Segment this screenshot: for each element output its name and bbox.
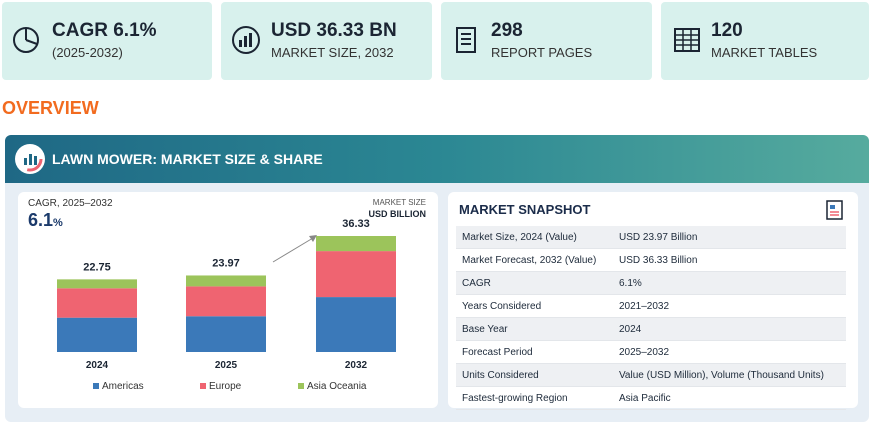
snapshot-value: Value (USD Million), Volume (Thousand Un… (619, 370, 824, 381)
snapshot-row: Years Considered 2021–2032 (456, 295, 846, 318)
legend-swatch (200, 383, 206, 389)
snapshot-table: Market Size, 2024 (Value) USD 23.97 Billi… (456, 226, 846, 410)
snapshot-row: CAGR 6.1% (456, 272, 846, 295)
legend-label: Americas (102, 381, 144, 392)
stat-label: (2025-2032) (52, 45, 123, 60)
chart-icon (232, 26, 260, 54)
x-tick-label: 2024 (86, 360, 109, 371)
cagr-number: 6.1 (28, 210, 53, 230)
stat-label: REPORT PAGES (491, 45, 593, 60)
bar-segment (186, 316, 266, 352)
snapshot-value: USD 23.97 Billion (619, 232, 698, 243)
stat-value: 120 (711, 20, 743, 41)
cagr-label: CAGR, 2025–2032 (28, 198, 113, 209)
section-title: OVERVIEW (2, 98, 99, 118)
snapshot-row: Base Year 2024 (456, 318, 846, 341)
unit-value: USD BILLION (369, 209, 427, 219)
cagr-value: 6.1% (28, 210, 63, 230)
snapshot-value: 2021–2032 (619, 301, 670, 312)
snapshot-key: Years Considered (462, 301, 542, 312)
panel: LAWN MOWER: MARKET SIZE & SHARE CAGR, 20… (5, 135, 869, 422)
bar-segment (186, 286, 266, 317)
stat-label: MARKET TABLES (711, 45, 818, 60)
panel-title: LAWN MOWER: MARKET SIZE & SHARE (52, 151, 323, 167)
panel-icon (15, 144, 45, 174)
cagr-unit: % (53, 217, 63, 229)
snapshot-key: Fastest-growing Region (462, 393, 568, 404)
panel-header: LAWN MOWER: MARKET SIZE & SHARE (5, 135, 869, 183)
table-icon (674, 28, 700, 52)
bar-segment (57, 279, 137, 289)
legend-label: Asia Oceania (307, 381, 367, 392)
snapshot-value: USD 36.33 Billion (619, 255, 698, 266)
snapshot-row: Market Size, 2024 (Value) USD 23.97 Billi… (456, 226, 846, 249)
total-label: 23.97 (212, 257, 240, 269)
snapshot-key: CAGR (462, 278, 491, 289)
snapshot-value: 6.1% (619, 278, 642, 289)
arrow-head (309, 235, 317, 242)
bar-segment (57, 288, 137, 318)
stat-card: CAGR 6.1% (2025-2032) (2, 2, 212, 80)
stat-card: 298 REPORT PAGES (441, 2, 652, 80)
bar-segment (316, 251, 396, 298)
snapshot-card: MARKET SNAPSHOT Market Size, 2024 (Value… (448, 192, 858, 410)
chart: CAGR, 2025–2032 6.1% MARKET SIZE USD BIL… (28, 198, 427, 392)
stat-value: USD 36.33 BN (271, 20, 397, 41)
unit-label: MARKET SIZE (373, 198, 426, 207)
snapshot-key: Base Year (462, 324, 508, 335)
snapshot-row: Market Forecast, 2032 (Value) USD 36.33 B… (456, 249, 846, 272)
snapshot-key: Market Forecast, 2032 (Value) (462, 255, 597, 266)
chart-card: CAGR, 2025–2032 6.1% MARKET SIZE USD BIL… (18, 192, 438, 408)
snapshot-title: MARKET SNAPSHOT (459, 202, 591, 217)
snapshot-key: Units Considered (462, 370, 539, 381)
pie-icon (13, 27, 39, 53)
snapshot-row: Units Considered Value (USD Million), Vol… (456, 364, 846, 387)
snapshot-value: 2025–2032 (619, 347, 670, 358)
stat-value: 298 (491, 20, 523, 41)
stat-value: CAGR 6.1% (52, 20, 157, 41)
bar-segment (316, 236, 396, 252)
stat-card: USD 36.33 BN MARKET SIZE, 2032 (221, 2, 432, 80)
snapshot-row: Forecast Period 2025–2032 (456, 341, 846, 364)
snapshot-value: Asia Pacific (619, 393, 671, 404)
snapshot-key: Market Size, 2024 (Value) (462, 232, 577, 243)
total-label: 36.33 (342, 218, 370, 230)
x-tick-label: 2025 (215, 360, 238, 371)
x-tick-label: 2032 (345, 360, 368, 371)
bar-segment (186, 275, 266, 287)
stat-card: 120 MARKET TABLES (661, 2, 869, 80)
legend-label: Europe (209, 381, 242, 392)
snapshot-key: Forecast Period (462, 347, 533, 358)
bar-segment (316, 297, 396, 352)
stat-label: MARKET SIZE, 2032 (271, 45, 394, 60)
total-label: 22.75 (83, 261, 111, 273)
pages-icon (456, 27, 476, 53)
bar-segment (57, 317, 137, 352)
snapshot-icon (826, 200, 843, 220)
snapshot-value: 2024 (619, 324, 642, 335)
snapshot-row: Fastest-growing Region Asia Pacific (456, 387, 846, 410)
legend-swatch (298, 383, 304, 389)
growth-arrow (272, 237, 314, 263)
legend-swatch (93, 383, 99, 389)
